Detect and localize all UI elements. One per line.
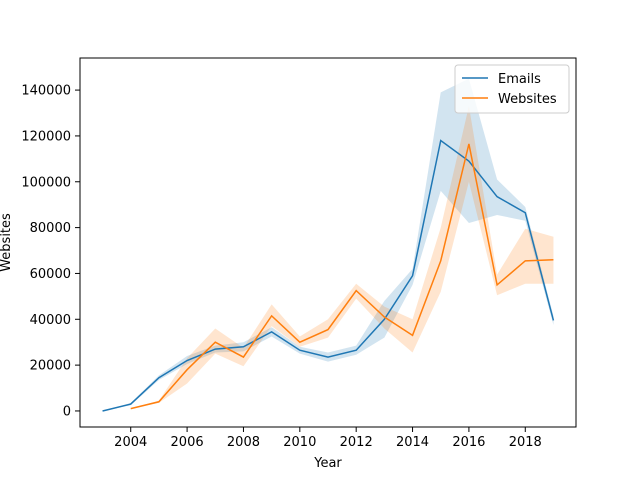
plot-frame: [79, 57, 577, 428]
y-tick-label: 100000: [21, 175, 71, 190]
y-tick-label: 20000: [30, 359, 71, 374]
legend-label-emails: Emails: [498, 72, 541, 87]
x-tick-label: 2010: [283, 435, 316, 450]
y-tick-label: 40000: [30, 313, 71, 328]
confidence-band-emails: [102, 78, 554, 411]
x-tick-label: 2014: [396, 435, 429, 450]
x-axis-ticks: 2004 2006 2008 2010 2012 2014 2016 2018: [114, 427, 542, 450]
x-tick-label: 2008: [227, 435, 260, 450]
x-tick-label: 2012: [340, 435, 373, 450]
y-tick-label: 0: [63, 404, 71, 419]
y-axis-label: Websites: [0, 213, 14, 272]
series-line-websites: [130, 143, 554, 410]
series-line-emails: [102, 139, 555, 412]
legend: Emails Websites: [454, 64, 570, 114]
confidence-bands: [102, 78, 554, 411]
y-tick-label: 60000: [30, 267, 71, 282]
x-tick-label: 2018: [509, 435, 542, 450]
legend-label-websites: Websites: [498, 92, 557, 107]
legend-box: [454, 64, 570, 114]
y-tick-label: 80000: [30, 221, 71, 236]
y-axis-ticks: 0 20000 40000 60000 80000 100000 120000 140000: [21, 84, 80, 419]
x-tick-label: 2006: [171, 435, 204, 450]
series-lines: [102, 139, 555, 412]
x-axis-label: Year: [313, 456, 342, 471]
x-tick-label: 2004: [114, 435, 147, 450]
y-tick-label: 120000: [21, 129, 71, 144]
x-tick-label: 2016: [452, 435, 485, 450]
y-tick-label: 140000: [21, 84, 71, 99]
